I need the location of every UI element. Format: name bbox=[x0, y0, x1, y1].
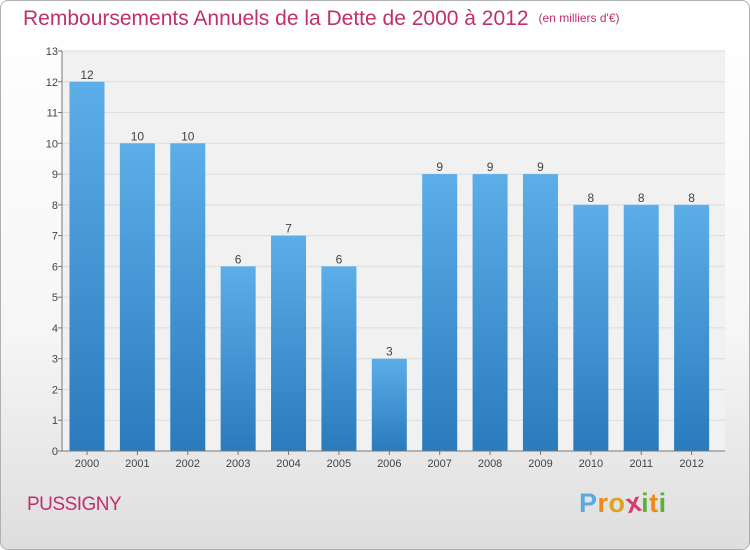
y-tick-label: 1 bbox=[52, 415, 58, 427]
y-tick-label: 5 bbox=[52, 292, 58, 304]
x-tick-label-2000: 2000 bbox=[75, 458, 99, 470]
data-label-2008: 9 bbox=[487, 160, 494, 174]
logo-letter: P bbox=[579, 488, 598, 518]
y-tick-label: 7 bbox=[52, 231, 58, 243]
data-label-2000: 12 bbox=[80, 68, 94, 82]
chart-title: Remboursements Annuels de la Dette de 20… bbox=[23, 7, 620, 31]
logo-letter: t bbox=[649, 488, 659, 518]
y-tick-label: 12 bbox=[46, 77, 58, 89]
bar-2005 bbox=[321, 266, 357, 451]
bar-2007 bbox=[422, 174, 458, 452]
data-label-2001: 10 bbox=[131, 129, 145, 143]
x-tick-label-2011: 2011 bbox=[629, 458, 653, 470]
x-axis-ticks: 2000 2001 2002 2003 2004 2005 2006 2007 2008 2009… bbox=[75, 451, 704, 470]
data-label-2002: 10 bbox=[181, 129, 195, 143]
x-tick-label-2002: 2002 bbox=[176, 458, 200, 470]
bars bbox=[69, 81, 710, 452]
y-tick-label: 10 bbox=[46, 138, 58, 150]
bar-2000 bbox=[69, 81, 105, 452]
logo-letter: i bbox=[658, 488, 667, 518]
data-label-2012: 8 bbox=[688, 191, 695, 205]
data-labels: 12 10 10 6 7 6 3 9 9 9 8 8 8 bbox=[80, 68, 695, 359]
x-tick-label-2008: 2008 bbox=[478, 458, 502, 470]
proxiti-logo[interactable]: Proxiti bbox=[579, 487, 667, 520]
y-tick-label: 2 bbox=[52, 384, 58, 396]
x-tick-label-2001: 2001 bbox=[125, 458, 149, 470]
y-tick-label: 11 bbox=[47, 108, 58, 120]
data-label-2005: 6 bbox=[336, 252, 343, 266]
data-label-2007: 9 bbox=[436, 160, 443, 174]
data-label-2009: 9 bbox=[537, 160, 544, 174]
bar-2011 bbox=[623, 204, 659, 451]
logo-letter: r bbox=[597, 488, 609, 518]
y-tick-label: 6 bbox=[52, 261, 58, 273]
bar-2009 bbox=[522, 174, 558, 452]
data-label-2006: 3 bbox=[386, 345, 393, 359]
logo-letter: o bbox=[608, 488, 626, 518]
chart-title-text: Remboursements Annuels de la Dette de 20… bbox=[23, 7, 529, 30]
x-tick-label-2006: 2006 bbox=[377, 458, 401, 470]
data-label-2004: 7 bbox=[285, 222, 292, 236]
x-tick-label-2004: 2004 bbox=[276, 458, 300, 470]
data-label-2003: 6 bbox=[235, 252, 242, 266]
y-tick-label: 4 bbox=[52, 323, 58, 335]
unit-note: (en milliers d'€) bbox=[538, 11, 620, 25]
x-tick-label-2012: 2012 bbox=[679, 458, 703, 470]
bar-2012 bbox=[674, 204, 710, 451]
bar-2002 bbox=[170, 143, 206, 452]
logo-letter: i bbox=[641, 488, 650, 518]
y-tick-label: 8 bbox=[52, 200, 58, 212]
y-tick-label: 13 bbox=[46, 46, 58, 58]
bar-2010 bbox=[573, 204, 609, 451]
bar-2008 bbox=[472, 174, 508, 452]
y-tick-label: 3 bbox=[52, 354, 58, 366]
bar-2006 bbox=[371, 358, 407, 451]
data-label-2010: 8 bbox=[588, 191, 595, 205]
place-name: PUSSIGNY bbox=[27, 494, 122, 515]
y-tick-label: 0 bbox=[52, 446, 58, 458]
data-label-2011: 8 bbox=[638, 191, 645, 205]
x-tick-label-2007: 2007 bbox=[427, 458, 451, 470]
x-tick-label-2003: 2003 bbox=[226, 458, 250, 470]
x-tick-label-2010: 2010 bbox=[579, 458, 603, 470]
bar-2003 bbox=[220, 266, 256, 451]
bar-2004 bbox=[271, 235, 307, 451]
x-tick-label-2009: 2009 bbox=[528, 458, 552, 470]
bar-2001 bbox=[119, 143, 155, 452]
x-tick-label-2005: 2005 bbox=[327, 458, 351, 470]
y-tick-label: 9 bbox=[52, 169, 58, 181]
